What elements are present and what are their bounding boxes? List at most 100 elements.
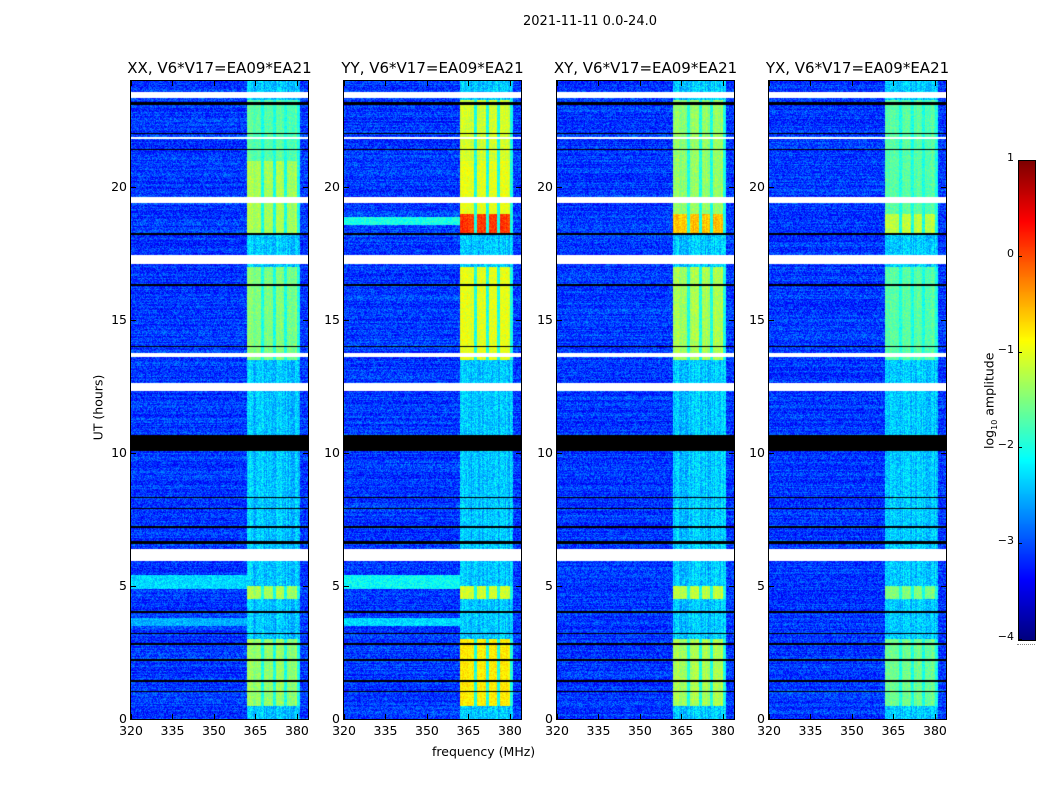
colorbar-tick-label: −1 <box>997 342 1014 356</box>
x-tick-mark <box>255 714 257 719</box>
y-tick-mark <box>729 719 734 720</box>
x-tick-mark <box>296 81 298 86</box>
x-tick-mark <box>509 714 511 719</box>
x-tick-mark <box>934 714 936 719</box>
colorbar-tick-label: 1 <box>1007 151 1014 164</box>
colorbar-label-sub: 10 <box>989 419 999 430</box>
y-tick-label: 5 <box>757 578 765 594</box>
y-tick-label: 10 <box>111 445 127 461</box>
x-tick-mark <box>426 714 428 719</box>
x-tick-mark <box>344 81 345 86</box>
x-tick-label: 365 <box>243 723 268 738</box>
y-tick-mark <box>729 320 734 322</box>
panel-title: XX, V6*V17=EA09*EA21 <box>127 59 312 77</box>
y-tick-mark <box>769 320 774 322</box>
y-tick-mark <box>516 586 521 588</box>
x-tick-mark <box>131 81 132 86</box>
y-tick-mark <box>131 719 136 720</box>
colorbar <box>1018 160 1036 641</box>
x-tick-mark <box>213 81 215 86</box>
y-tick-mark <box>557 187 562 189</box>
y-tick-mark <box>303 453 308 455</box>
x-tick-label: 320 <box>332 723 356 738</box>
x-tick-mark <box>681 81 683 86</box>
x-tick-mark <box>557 714 558 719</box>
figure-title: 2021-11-11 0.0-24.0 <box>523 14 657 29</box>
y-tick-mark <box>941 719 946 720</box>
x-tick-mark <box>213 714 215 719</box>
x-tick-mark <box>172 81 174 86</box>
x-tick-label: 350 <box>628 723 652 738</box>
y-tick-mark <box>941 320 946 322</box>
x-tick-mark <box>893 81 895 86</box>
x-tick-mark <box>172 714 174 719</box>
colorbar-tick-label: −4 <box>997 630 1014 643</box>
y-tick-label: 20 <box>324 179 340 195</box>
panel-title: YY, V6*V17=EA09*EA21 <box>341 59 524 77</box>
x-tick-mark <box>810 81 812 86</box>
y-tick-mark <box>516 187 521 189</box>
colorbar-extend-marker <box>1017 644 1035 645</box>
x-tick-mark <box>769 81 770 86</box>
y-tick-mark <box>303 586 308 588</box>
x-tick-mark <box>893 714 895 719</box>
y-tick-label: 20 <box>749 179 765 195</box>
y-tick-mark <box>344 719 349 720</box>
y-tick-mark <box>131 187 136 189</box>
colorbar-tick-mark <box>1018 639 1022 640</box>
panel-title: XY, V6*V17=EA09*EA21 <box>553 59 738 77</box>
x-tick-mark <box>385 714 387 719</box>
x-tick-mark <box>255 81 257 86</box>
x-tick-mark <box>468 714 470 719</box>
colorbar-tick-mark <box>1018 447 1022 449</box>
y-tick-label: 15 <box>324 312 340 328</box>
colorbar-tick-label: −2 <box>997 438 1014 452</box>
x-tick-mark <box>810 714 812 719</box>
y-tick-label: 10 <box>324 445 340 461</box>
colorbar-tick-mark <box>1018 351 1022 353</box>
x-tick-mark <box>639 714 641 719</box>
y-tick-label: 15 <box>749 312 765 328</box>
x-tick-mark <box>296 714 298 719</box>
y-tick-mark <box>769 719 774 720</box>
y-tick-mark <box>344 453 349 455</box>
heatmap-panel <box>343 80 522 720</box>
colorbar-tick-mark <box>1018 543 1022 545</box>
x-tick-label: 365 <box>881 723 906 738</box>
heatmap-image <box>131 81 308 719</box>
colorbar-tick-label: −3 <box>997 534 1014 548</box>
x-tick-mark <box>722 714 724 719</box>
x-tick-mark <box>722 81 724 86</box>
y-tick-mark <box>729 586 734 588</box>
x-tick-mark <box>468 81 470 86</box>
y-tick-label: 15 <box>537 312 553 328</box>
y-tick-mark <box>557 586 562 588</box>
y-tick-label: 5 <box>545 578 553 594</box>
y-tick-mark <box>941 586 946 588</box>
y-tick-mark <box>303 320 308 322</box>
y-tick-mark <box>557 453 562 455</box>
x-tick-mark <box>851 714 853 719</box>
x-tick-mark <box>131 714 132 719</box>
x-tick-label: 320 <box>119 723 143 738</box>
y-tick-mark <box>729 453 734 455</box>
x-tick-mark <box>385 81 387 86</box>
y-tick-mark <box>344 320 349 322</box>
y-tick-mark <box>131 586 136 588</box>
y-tick-mark <box>769 187 774 189</box>
heatmap-panel <box>768 80 947 720</box>
x-tick-label: 380 <box>923 723 947 738</box>
heatmap-panel <box>556 80 735 720</box>
y-tick-label: 10 <box>749 445 765 461</box>
x-tick-mark <box>639 81 641 86</box>
x-tick-mark <box>598 714 600 719</box>
colorbar-label-tail: amplitude <box>981 352 997 420</box>
colorbar-tick-label: 0 <box>1007 246 1014 260</box>
x-tick-label: 380 <box>498 723 522 738</box>
heatmap-image <box>769 81 946 719</box>
x-axis-label: frequency (MHz) <box>432 744 536 759</box>
y-tick-label: 5 <box>119 578 127 594</box>
y-tick-mark <box>516 719 521 720</box>
y-tick-label: 20 <box>111 179 127 195</box>
x-tick-mark <box>557 81 558 86</box>
